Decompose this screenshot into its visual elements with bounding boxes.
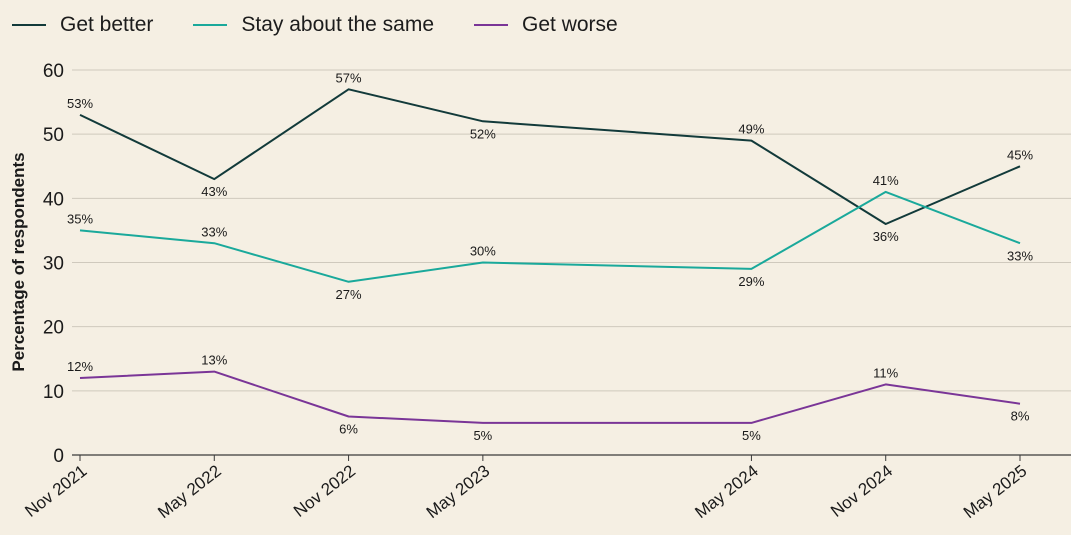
legend-swatch-stay-about-the-same (193, 24, 228, 26)
data-label-stay-about-the-same: 30% (470, 244, 496, 259)
data-label-get-better: 36% (873, 229, 899, 244)
legend-item-get-worse: Get worse (474, 13, 618, 37)
data-label-get-better: 43% (201, 184, 227, 199)
series-line-stay-about-the-same (79, 190, 1021, 283)
y-tick-label: 30 (43, 254, 64, 275)
data-label-stay-about-the-same: 41% (873, 173, 899, 188)
series-line-get-worse (79, 370, 1021, 424)
legend-item-get-better: Get better (12, 13, 153, 37)
x-tick-label: May 2024 (691, 461, 762, 522)
data-label-get-worse: 12% (67, 359, 93, 374)
data-label-get-worse: 5% (742, 428, 761, 443)
legend-label-get-worse: Get worse (522, 13, 618, 36)
x-tick-label: Nov 2024 (827, 461, 896, 521)
legend-label-stay-about-the-same: Stay about the same (241, 13, 435, 36)
y-tick-label: 0 (53, 446, 64, 467)
series-line-get-better (79, 88, 1021, 225)
legend: Get better Stay about the same Get worse (12, 8, 618, 42)
data-label-get-worse: 5% (473, 428, 492, 443)
data-label-get-better: 52% (470, 126, 496, 141)
legend-label-get-better: Get better (60, 13, 154, 36)
x-tick-label: Nov 2022 (290, 461, 359, 521)
data-label-layer: 53% 43% 57% 52% 49% 36% 45% 35% 33% 27% 30% 29% 41% 3… (67, 70, 1033, 443)
series-layer (79, 88, 1021, 424)
data-label-get-better: 53% (67, 96, 93, 111)
data-label-stay-about-the-same: 33% (201, 224, 227, 239)
data-label-stay-about-the-same: 35% (67, 211, 93, 226)
legend-swatch-get-better (12, 24, 46, 26)
legend-swatch-get-worse (474, 24, 509, 26)
y-tick-label: 40 (43, 189, 64, 210)
y-tick-label: 20 (43, 318, 64, 339)
data-label-get-worse: 8% (1011, 409, 1030, 424)
x-tick-label: May 2022 (154, 461, 225, 522)
legend-item-stay-about-the-same: Stay about the same (193, 13, 434, 37)
x-tick-label: May 2023 (423, 461, 494, 522)
y-tick-label: 50 (43, 125, 64, 146)
y-tick-label: 10 (43, 382, 64, 403)
data-label-get-better: 45% (1007, 147, 1033, 162)
y-tick-label: 60 (43, 61, 64, 82)
data-label-get-better: 49% (738, 122, 764, 137)
data-label-stay-about-the-same: 27% (336, 287, 362, 302)
data-label-get-worse: 11% (873, 365, 898, 380)
data-label-get-worse: 13% (201, 353, 227, 368)
data-label-get-better: 57% (336, 70, 362, 85)
x-tick-label: May 2025 (960, 461, 1031, 522)
axis-layer: 0 10 20 30 40 50 60 Nov 2021 May 2022 Nov 2022 May… (21, 61, 1030, 522)
data-label-get-worse: 6% (339, 422, 358, 437)
data-label-stay-about-the-same: 33% (1007, 248, 1033, 263)
x-tick-label: Nov 2021 (21, 461, 90, 521)
data-label-stay-about-the-same: 29% (738, 274, 764, 289)
grid-layer (72, 69, 1071, 456)
y-axis-label: Percentage of respondents (9, 152, 28, 371)
